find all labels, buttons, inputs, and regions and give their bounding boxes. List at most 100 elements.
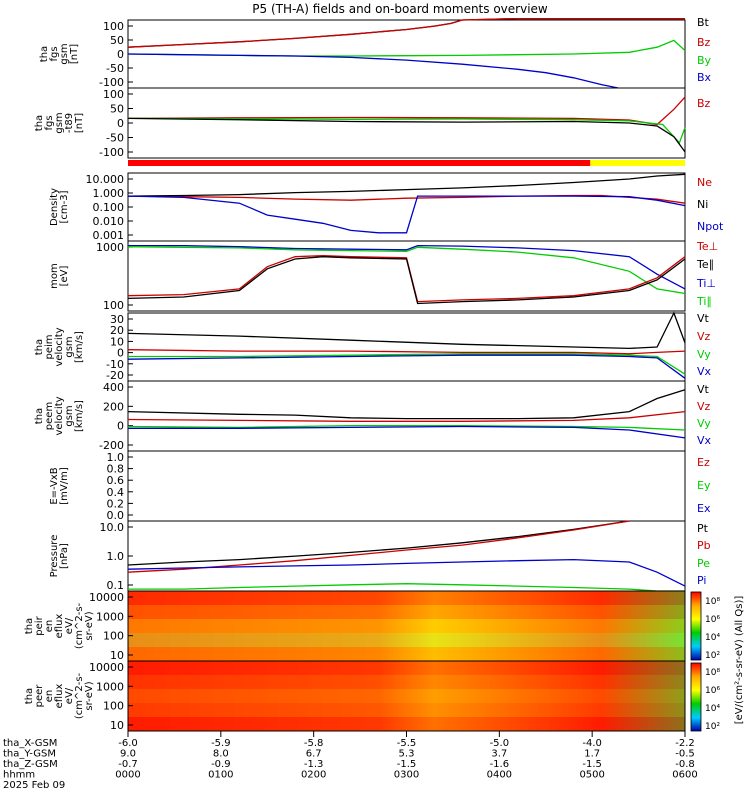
y-tick-label: 400 [103,381,124,394]
x-axis-row-label: tha_Z-GSM [3,759,58,770]
y-tick-label: 100 [103,88,124,101]
colorbar-tick-label: 10² [705,651,720,661]
y-axis-label: [nT] [74,113,85,133]
y-tick-label: 0 [117,48,124,61]
panel-moments: 1000 100 mom [eV] Te⊥ Te∥ Ti⊥ Ti∥ [49,240,718,312]
spectrogram-band [128,605,685,619]
plot-title: P5 (TH-A) fields and on-board moments ov… [252,2,548,16]
y-tick-label: 10.0 [100,521,125,534]
spectrogram [128,591,685,661]
y-tick-label: 0.8 [107,463,125,476]
series-line-Vy [127,424,686,431]
spectrogram-band [128,675,685,689]
y-axis-label: gsm [64,336,75,357]
legend-entry: Vy [697,348,711,361]
y-axis-label: en [44,690,55,703]
y-tick-label: 10000 [89,591,124,604]
x-tick-label: 0400 [487,770,512,781]
colorbar-tick-label: 10⁸ [705,597,720,607]
x-tick-label: -5.5 [397,738,417,749]
series-line-Te⊥ [127,254,686,303]
y-tick-label: -10 [106,358,124,371]
y-tick-label: 0.6 [107,474,125,487]
legend-entry: Bt [697,16,710,29]
x-tick-label: 3.7 [491,749,507,760]
legend-entry: Bz [697,97,711,110]
legend-entry: Vz [697,330,711,343]
y-tick-label: 0 [117,420,124,433]
legend-entry: Ne [697,176,712,189]
series-line-Vt [127,311,686,350]
series-line-Npot [127,195,686,234]
x-tick-label: 6.7 [306,749,322,760]
series-line-Ne [127,194,686,204]
series-line-Pi [127,558,686,587]
y-tick-label: 0.0 [107,509,125,522]
x-tick-label: 0100 [208,770,233,781]
series-line-trace [127,117,686,153]
y-tick-label: -50 [106,62,124,75]
spectrogram-band [128,689,685,703]
y-axis-label: [km/s] [74,331,85,363]
series-line-Vx [127,354,686,379]
y-tick-label: 0.2 [107,497,125,510]
y-axis-label: eflux [54,684,65,709]
panel-frame [127,19,686,89]
legend-entry: Bz [697,36,711,49]
legend-entry: Vy [697,417,711,430]
y-tick-label: 10 [110,335,124,348]
series-line-Vz [127,410,686,422]
y-axis-label: eV/ [64,687,75,704]
y-tick-label: 20 [110,324,124,337]
x-tick-label: 0300 [394,770,419,781]
x-tick-label: -1.5 [582,759,602,770]
panel-peem-velocity: 400 200 0 -200 tha peem velocity gsm [km/s] Vt Vz V… [34,380,712,452]
y-tick-label: 0.4 [107,486,125,499]
series-line-Ni [127,173,686,197]
x-tick-label: 9.0 [120,749,136,760]
series-line-Vz [127,349,686,355]
y-tick-label: 1000 [96,241,124,254]
y-axis-label: [nT] [69,44,80,64]
y-axis-label: tha [24,618,35,634]
y-tick-label: 0.010 [93,215,125,228]
x-tick-label: 0200 [301,770,326,781]
series-line-Ti∥ [127,246,686,295]
y-axis-label: [eV] [59,266,70,287]
y-axis-label: en [44,620,55,633]
y-tick-label: -100 [99,146,124,159]
legend-entry: Ey [697,479,711,492]
y-tick-label: 0.001 [93,229,125,242]
y-axis-label: [km/s] [74,400,85,432]
colorbar-tick-label: 10⁶ [705,686,720,696]
y-tick-label: 50 [110,103,124,116]
panel-peer: 10000 1000 100 10 tha peer en eflux eV/(cm^2-s-s… [24,660,686,732]
y-axis-label: sr-eV) [84,681,95,710]
legend-entry: By [697,54,712,67]
y-tick-label: 10 [110,719,124,732]
y-tick-label: 10 [110,649,124,662]
y-axis-label: fgs [44,115,55,130]
legend-entry: Pt [697,522,709,535]
y-tick-label: 200 [103,400,124,413]
y-axis-label: velocity [54,396,65,435]
series-line-Te∥ [127,256,686,305]
panel-peir: 10000 1000 100 10 tha peir en eflux eV/(cm^2-s-s… [24,590,686,662]
spectrogram-band [128,619,685,633]
spectrogram-band [128,647,685,661]
x-tick-label: 0600 [672,770,697,781]
y-axis-label: fgs [49,46,60,61]
colorbar [690,591,702,661]
colorbar [690,662,702,732]
series-line-Bx [127,53,619,89]
y-axis-label: (cm^2-s- [74,602,85,649]
x-tick-label: -0.9 [211,759,231,770]
y-tick-label: 0 [117,117,124,130]
y-axis-label: peir [34,615,45,635]
colorbar-tick-label: 10⁸ [705,668,720,678]
legend-entry: Ez [697,456,710,469]
x-axis-row-label: hhmm [3,770,35,781]
